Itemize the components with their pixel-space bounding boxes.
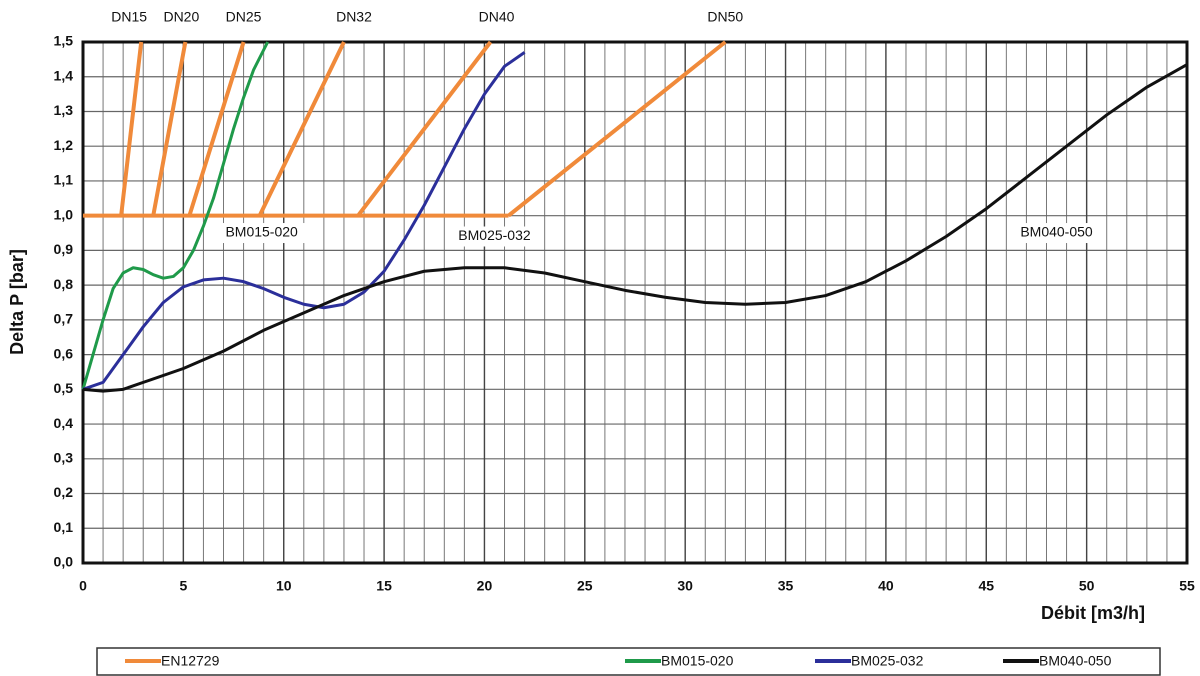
legend-label: BM025-032 — [851, 653, 924, 669]
dn-label: DN15 — [111, 9, 147, 25]
curve-label-bg — [448, 226, 541, 247]
x-tick-label: 5 — [179, 578, 187, 594]
x-tick-label: 40 — [878, 578, 894, 594]
x-tick-label: 0 — [79, 578, 87, 594]
plot-border — [81, 40, 1189, 565]
x-tick-label: 35 — [778, 578, 794, 594]
y-axis-title: Delta P [bar] — [7, 249, 27, 355]
y-tick-label: 1,4 — [54, 67, 74, 83]
y-tick-label: 0,3 — [54, 450, 74, 466]
x-tick-label: 15 — [376, 578, 392, 594]
x-tick-label: 20 — [477, 578, 493, 594]
legend-label: BM015-020 — [661, 653, 734, 669]
plot-area — [83, 42, 1187, 563]
curve-label: BM015-020 — [225, 224, 298, 240]
series-line — [82, 63, 1188, 393]
curve-label-bg — [215, 223, 308, 244]
y-tick-label: 1,1 — [54, 172, 74, 188]
series-line — [82, 51, 526, 391]
y-tick-label: 1,5 — [54, 33, 74, 49]
y-tick-label: 0,4 — [54, 415, 74, 431]
dn-label: DN20 — [163, 9, 199, 25]
x-tick-label: 55 — [1179, 578, 1195, 594]
dn-label: DN32 — [336, 9, 372, 25]
series-line — [83, 40, 727, 218]
y-tick-label: 0,0 — [54, 554, 74, 570]
x-tick-label: 50 — [1079, 578, 1095, 594]
y-tick-label: 0,7 — [54, 311, 74, 327]
y-tick-label: 1,0 — [54, 206, 74, 222]
dn-label: DN50 — [707, 9, 743, 25]
x-tick-label: 45 — [978, 578, 994, 594]
y-tick-label: 0,2 — [54, 484, 74, 500]
x-tick-label: 30 — [677, 578, 693, 594]
dn-label: DN25 — [226, 9, 262, 25]
legend-label: BM040-050 — [1039, 653, 1112, 669]
y-tick-label: 0,6 — [54, 345, 74, 361]
series-line — [81, 41, 270, 390]
curve-label: BM025-032 — [458, 227, 531, 243]
dn-label: DN40 — [479, 9, 515, 25]
curve-label-bg — [1010, 223, 1103, 244]
x-tick-label: 25 — [577, 578, 593, 594]
legend-label: EN12729 — [161, 653, 220, 669]
y-tick-label: 1,3 — [54, 102, 74, 118]
y-tick-label: 1,2 — [54, 137, 74, 153]
x-axis-title: Débit [m3/h] — [1041, 603, 1145, 623]
y-tick-label: 0,1 — [54, 519, 74, 535]
x-tick-label: 10 — [276, 578, 292, 594]
y-tick-label: 0,5 — [54, 380, 74, 396]
y-tick-label: 0,8 — [54, 276, 74, 292]
curve-label: BM040-050 — [1020, 224, 1093, 240]
y-tick-label: 0,9 — [54, 241, 74, 257]
